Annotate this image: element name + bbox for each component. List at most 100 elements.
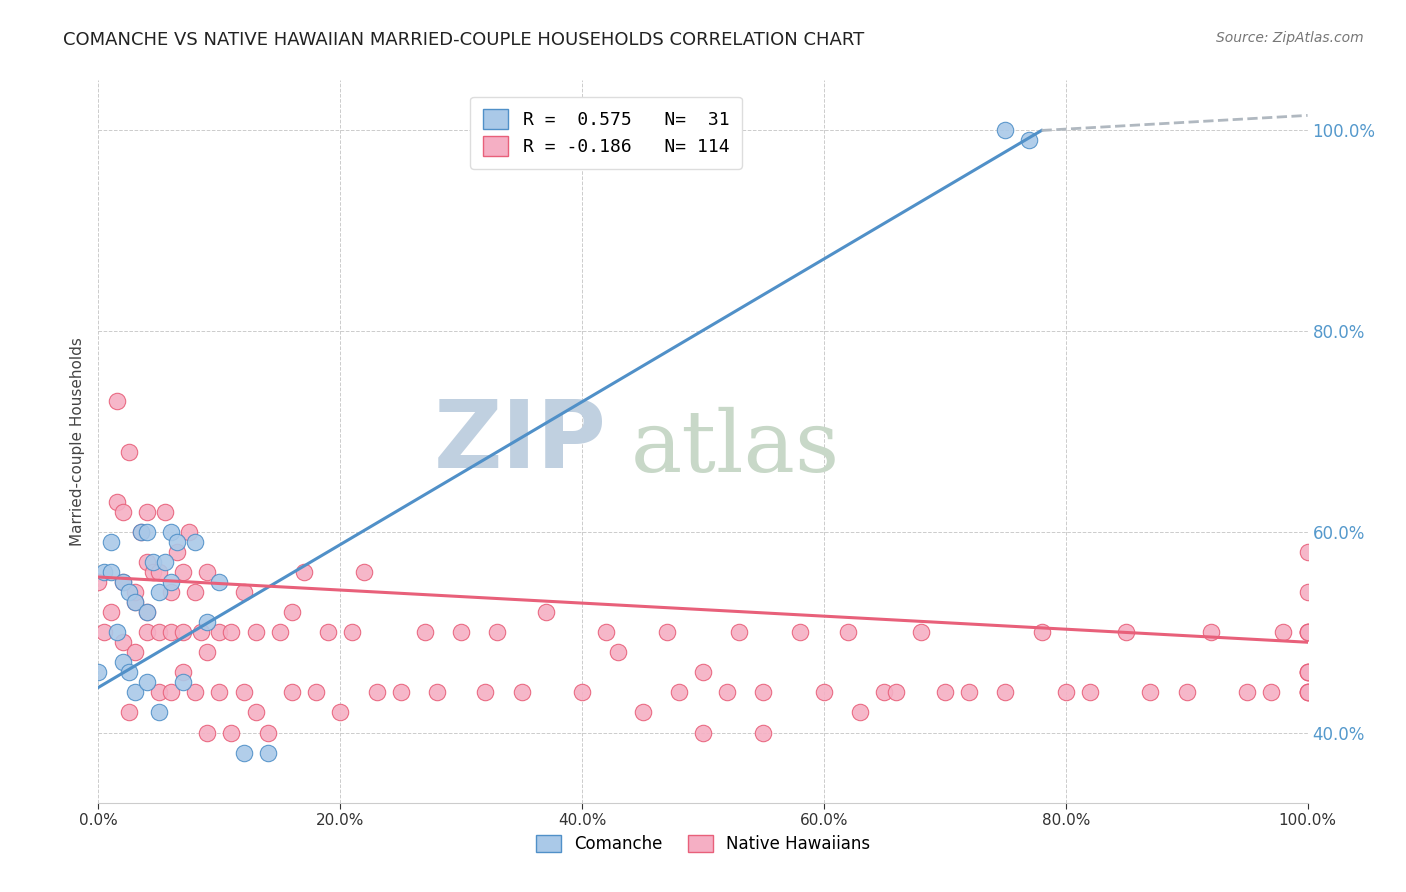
Point <box>87 665 110 680</box>
Point <box>1296 665 1319 680</box>
Point <box>118 665 141 680</box>
Point <box>571 685 593 699</box>
Point <box>752 685 775 699</box>
Point <box>232 746 254 760</box>
Point <box>221 725 243 739</box>
Point <box>353 565 375 579</box>
Point <box>595 625 617 640</box>
Point <box>486 625 509 640</box>
Point <box>148 706 170 720</box>
Point <box>129 524 152 539</box>
Point <box>87 574 110 589</box>
Point <box>934 685 956 699</box>
Point <box>124 685 146 699</box>
Point <box>1296 625 1319 640</box>
Point <box>166 545 188 559</box>
Point <box>692 665 714 680</box>
Point <box>1296 625 1319 640</box>
Text: ZIP: ZIP <box>433 395 606 488</box>
Point <box>1296 685 1319 699</box>
Point <box>1296 685 1319 699</box>
Point <box>100 565 122 579</box>
Point <box>692 725 714 739</box>
Point <box>245 706 267 720</box>
Point <box>1296 545 1319 559</box>
Point <box>93 625 115 640</box>
Point <box>232 585 254 599</box>
Point <box>1078 685 1101 699</box>
Point <box>281 685 304 699</box>
Point <box>160 625 183 640</box>
Point <box>118 585 141 599</box>
Point <box>631 706 654 720</box>
Legend: Comanche, Native Hawaiians: Comanche, Native Hawaiians <box>529 828 877 860</box>
Point <box>292 565 315 579</box>
Point <box>142 555 165 569</box>
Point <box>166 534 188 549</box>
Point <box>135 625 157 640</box>
Point <box>269 625 291 640</box>
Point <box>179 524 201 539</box>
Point <box>728 625 751 640</box>
Point <box>1296 585 1319 599</box>
Point <box>668 685 690 699</box>
Point <box>342 625 364 640</box>
Point <box>135 675 157 690</box>
Point <box>160 524 183 539</box>
Point <box>118 706 141 720</box>
Point <box>873 685 896 699</box>
Point <box>208 625 231 640</box>
Point <box>190 625 212 640</box>
Point <box>153 555 176 569</box>
Point <box>135 524 157 539</box>
Point <box>329 706 352 720</box>
Point <box>510 685 533 699</box>
Point <box>184 534 207 549</box>
Y-axis label: Married-couple Households: Married-couple Households <box>69 337 84 546</box>
Point <box>1236 685 1258 699</box>
Point <box>389 685 412 699</box>
Point <box>413 625 436 640</box>
Point <box>184 685 207 699</box>
Point <box>716 685 738 699</box>
Point <box>366 685 388 699</box>
Point <box>172 665 194 680</box>
Point <box>910 625 932 640</box>
Point <box>105 494 128 508</box>
Point <box>1296 665 1319 680</box>
Point <box>105 625 128 640</box>
Point <box>281 605 304 619</box>
Point <box>135 605 157 619</box>
Point <box>1272 625 1295 640</box>
Point <box>148 585 170 599</box>
Point <box>1260 685 1282 699</box>
Text: Source: ZipAtlas.com: Source: ZipAtlas.com <box>1216 31 1364 45</box>
Point <box>1018 133 1040 147</box>
Point <box>426 685 449 699</box>
Point <box>111 505 134 519</box>
Point <box>148 625 170 640</box>
Point <box>105 394 128 409</box>
Point <box>1296 665 1319 680</box>
Point <box>655 625 678 640</box>
Point <box>195 725 218 739</box>
Point <box>789 625 811 640</box>
Point <box>994 123 1017 137</box>
Point <box>135 605 157 619</box>
Point <box>1031 625 1053 640</box>
Point <box>100 534 122 549</box>
Point <box>208 685 231 699</box>
Point <box>256 746 278 760</box>
Point <box>208 574 231 589</box>
Point <box>534 605 557 619</box>
Point <box>135 555 157 569</box>
Point <box>232 685 254 699</box>
Point <box>256 725 278 739</box>
Point <box>148 565 170 579</box>
Point <box>153 505 176 519</box>
Point <box>195 645 218 659</box>
Point <box>124 595 146 609</box>
Point <box>474 685 496 699</box>
Point <box>1296 685 1319 699</box>
Point <box>607 645 630 659</box>
